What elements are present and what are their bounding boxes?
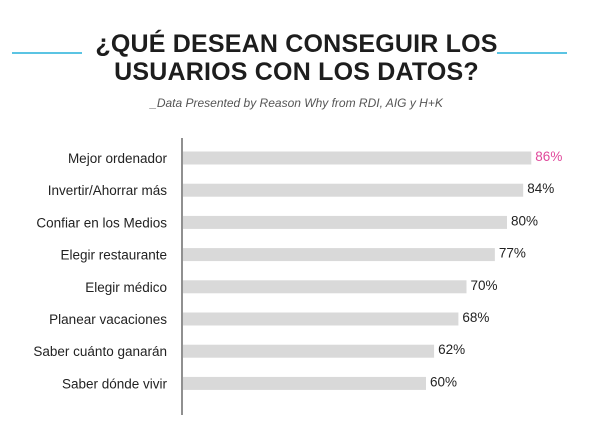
value-label-3: 77% — [499, 246, 526, 261]
bar-4 — [183, 280, 467, 294]
category-label-5: Planear vacaciones — [49, 312, 167, 327]
value-label-5: 68% — [462, 310, 489, 325]
bar-6 — [183, 344, 435, 358]
chart-title-line-2: USUARIOS CON LOS DATOS? — [114, 58, 479, 86]
chart-subtitle: _Data Presented by Reason Why from RDI, … — [150, 96, 443, 110]
bar-5 — [183, 312, 459, 326]
value-label-1: 84% — [527, 181, 554, 196]
category-label-6: Saber cuánto ganarán — [33, 344, 167, 359]
bar-0 — [183, 151, 532, 165]
bar-7 — [183, 376, 426, 390]
value-label-0: 86% — [535, 149, 562, 164]
bar-1 — [183, 183, 524, 197]
category-label-3: Elegir restaurante — [60, 248, 167, 263]
value-label-4: 70% — [471, 278, 498, 293]
decorative-line-left — [12, 52, 82, 54]
bar-2 — [183, 215, 507, 229]
decorative-line-right — [497, 52, 567, 54]
category-label-0: Mejor ordenador — [68, 151, 168, 166]
category-label-2: Confiar en los Medios — [36, 215, 167, 230]
category-label-4: Elegir médico — [85, 280, 167, 295]
value-label-7: 60% — [430, 374, 457, 389]
category-label-7: Saber dónde vivir — [62, 376, 168, 391]
chart-title-line-1: ¿QUÉ DESEAN CONSEGUIR LOS — [95, 30, 498, 58]
value-label-6: 62% — [438, 342, 465, 357]
category-label-1: Invertir/Ahorrar más — [48, 183, 168, 198]
value-label-2: 80% — [511, 213, 538, 228]
bar-3 — [183, 248, 495, 262]
